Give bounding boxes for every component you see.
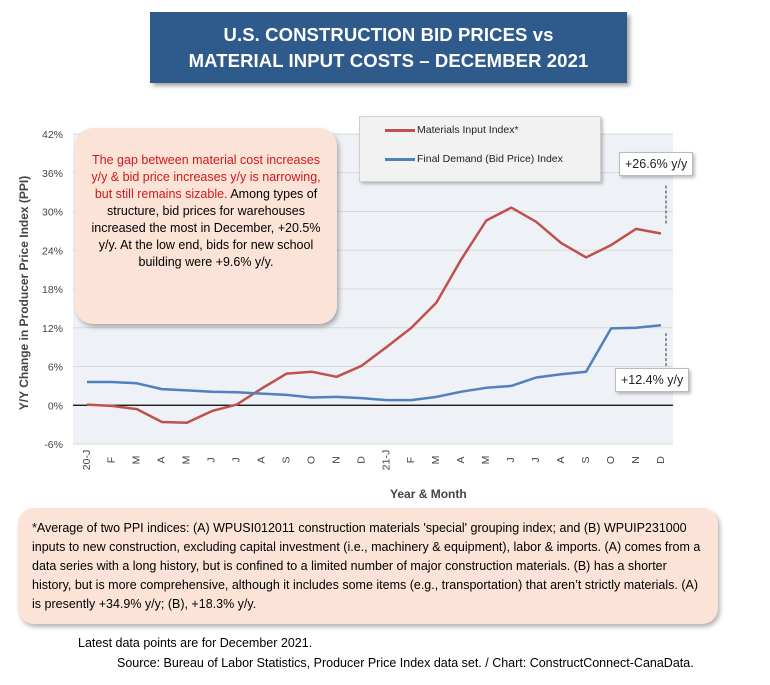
materials-end-label: +26.6% y/y [619, 152, 694, 176]
y-tick-label: 12% [42, 323, 63, 335]
x-tick-label: N [330, 456, 342, 464]
x-tick-label: A [255, 456, 267, 463]
legend-swatch-final-demand [385, 157, 415, 161]
x-tick-label: O [605, 456, 617, 464]
commentary-callout: The gap between material cost increases … [75, 128, 337, 324]
legend-label-final-demand: Final Demand (Bid Price) Index [417, 153, 563, 165]
x-tick-label: F [106, 457, 118, 463]
x-axis-label: Year & Month [390, 487, 467, 501]
x-tick-label: J [206, 457, 218, 462]
footnote-box: *Average of two PPI indices: (A) WPUSI01… [18, 508, 718, 624]
final-demand-end-label: +12.4% y/y [615, 368, 690, 392]
x-tick-label: N [630, 456, 642, 464]
y-tick-label: 42% [42, 129, 63, 141]
y-tick-label: 6% [48, 362, 63, 374]
x-tick-label: S [580, 456, 592, 463]
latest-data-note: Latest data points are for December 2021… [78, 636, 313, 650]
y-tick-label: 18% [42, 284, 63, 296]
x-tick-label: D [355, 456, 367, 464]
x-tick-label: M [480, 456, 492, 465]
x-tick-label: J [530, 457, 542, 462]
legend-swatch-materials [385, 128, 415, 132]
x-tick-label: A [156, 456, 168, 463]
x-tick-label: A [555, 456, 567, 463]
x-tick-label: J [505, 457, 517, 462]
materials-series-line [86, 206, 662, 424]
y-tick-label: 24% [42, 245, 63, 257]
chart-title-line2: MATERIAL INPUT COSTS – DECEMBER 2021 [188, 49, 589, 71]
x-tick-label: 20-J [81, 450, 93, 470]
y-tick-label: -6% [44, 439, 63, 451]
x-tick-label: M [181, 456, 193, 465]
x-tick-label: M [131, 456, 143, 465]
x-tick-label: D [655, 456, 667, 464]
legend-label-materials: Materials Input Index* [417, 124, 519, 136]
final-demand-series-line [87, 323, 662, 402]
x-tick-label: S [280, 456, 292, 463]
y-tick-label: 36% [42, 168, 63, 180]
x-tick-label: M [430, 456, 442, 465]
y-tick-label: 0% [48, 400, 63, 412]
x-tick-label: F [405, 457, 417, 463]
x-tick-label: J [231, 457, 243, 462]
chart-title-line1: U.S. CONSTRUCTION BID PRICES vs [223, 23, 554, 45]
x-tick-label: O [305, 456, 317, 464]
source-note: Source: Bureau of Labor Statistics, Prod… [117, 656, 694, 670]
y-axis-label: Y/Y Change in Producer Price Index (PPI) [17, 175, 31, 411]
x-tick-label: A [455, 456, 467, 463]
legend-item-materials: Materials Input Index* [385, 124, 519, 136]
callout-body-text: Among types of structure, bid prices for… [91, 187, 321, 269]
chart-legend: Materials Input Index* Final Demand (Bid… [359, 116, 601, 182]
chart-title-box: U.S. CONSTRUCTION BID PRICES vs MATERIAL… [150, 12, 627, 83]
y-tick-label: 30% [42, 207, 63, 219]
callout-highlight-text: The gap between material cost increases … [91, 153, 321, 201]
legend-item-final-demand: Final Demand (Bid Price) Index [385, 153, 563, 165]
x-tick-label: 21-J [380, 450, 392, 470]
